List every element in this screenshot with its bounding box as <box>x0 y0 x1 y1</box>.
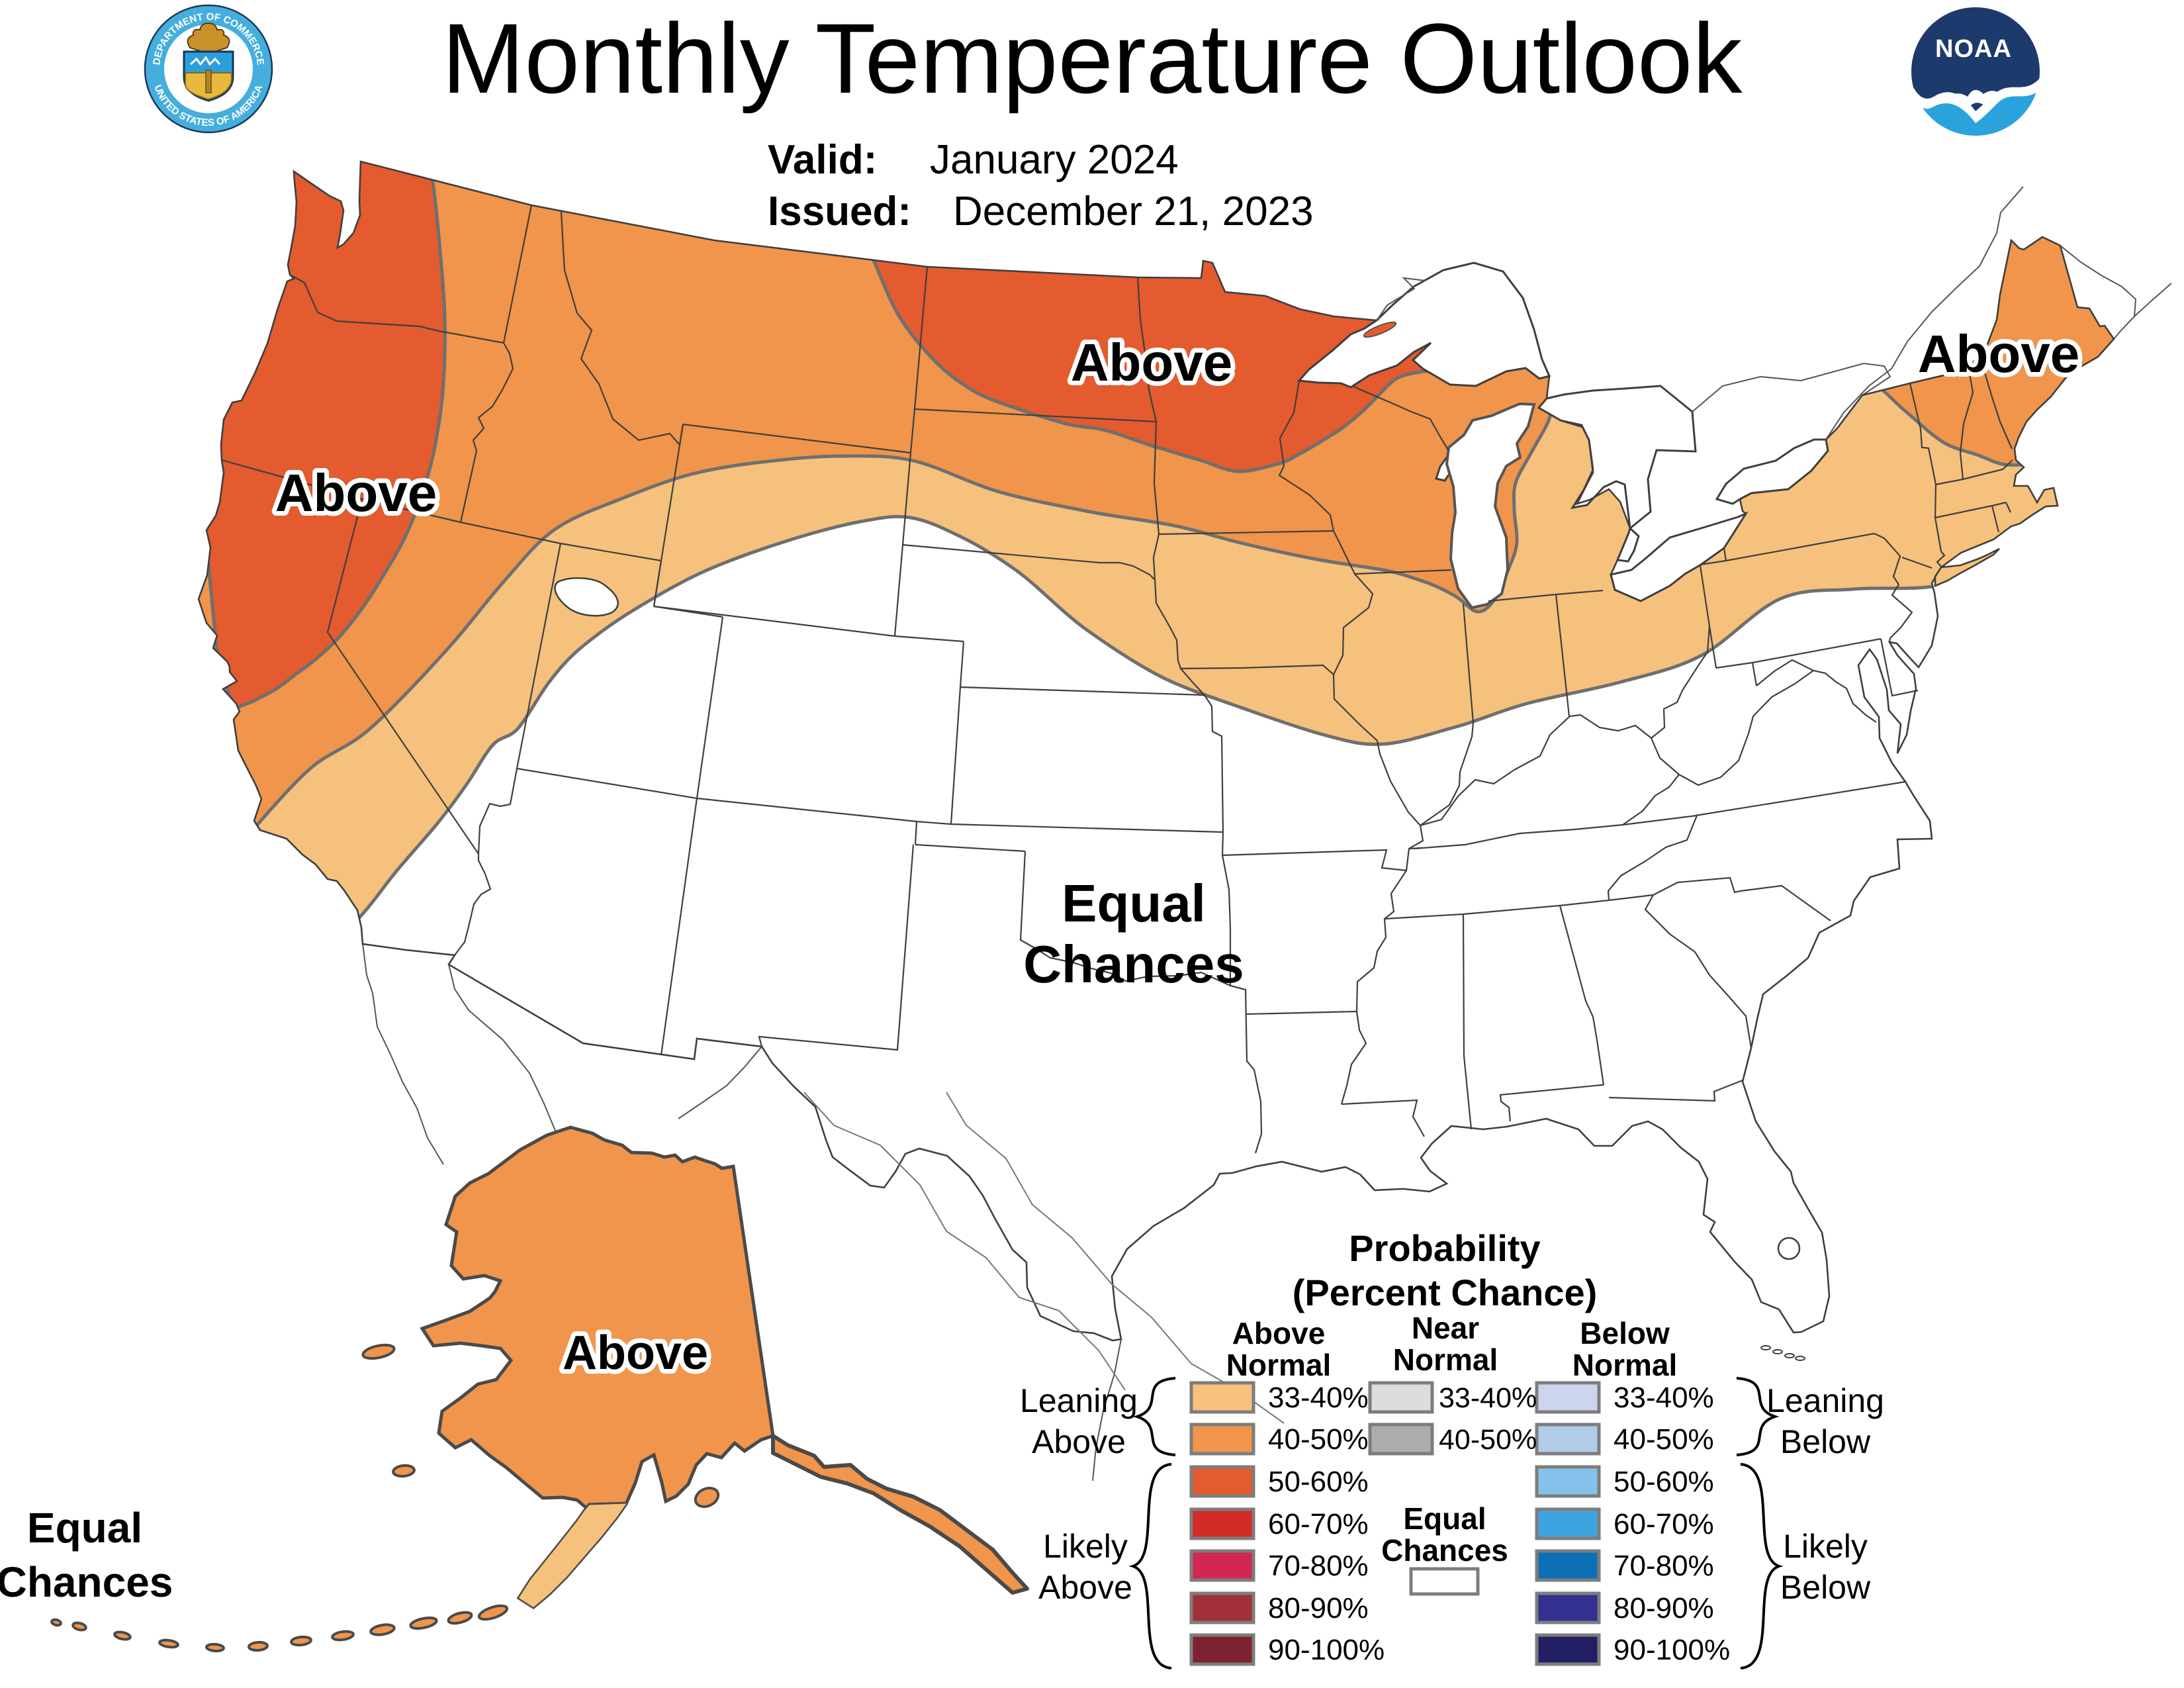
svg-text:Chances: Chances <box>1023 935 1244 994</box>
svg-text:90-100%: 90-100% <box>1614 1634 1730 1666</box>
svg-text:Leaning: Leaning <box>1766 1382 1884 1419</box>
svg-text:Above: Above <box>1032 1423 1126 1460</box>
svg-text:Above: Above <box>1918 324 2080 383</box>
svg-text:Above: Above <box>563 1327 708 1380</box>
svg-text:Equal: Equal <box>1062 874 1206 933</box>
svg-text:Equal: Equal <box>1403 1501 1486 1536</box>
svg-text:33-40%: 33-40% <box>1439 1382 1537 1414</box>
svg-text:Above: Above <box>563 1327 708 1380</box>
svg-text:50-60%: 50-60% <box>1614 1466 1714 1498</box>
svg-text:December 21, 2023: December 21, 2023 <box>953 189 1314 234</box>
svg-text:Chances: Chances <box>1381 1533 1508 1568</box>
svg-text:70-80%: 70-80% <box>1268 1550 1369 1582</box>
svg-text:Above: Above <box>1038 1569 1132 1606</box>
svg-text:Normal: Normal <box>1226 1348 1331 1382</box>
svg-text:70-80%: 70-80% <box>1614 1550 1714 1582</box>
svg-text:Above: Above <box>1071 333 1233 392</box>
svg-text:Above: Above <box>1918 324 2080 383</box>
svg-text:33-40%: 33-40% <box>1614 1382 1714 1414</box>
svg-text:Below: Below <box>1780 1423 1871 1460</box>
svg-text:90-100%: 90-100% <box>1268 1634 1385 1666</box>
svg-text:Leaning: Leaning <box>1020 1382 1138 1419</box>
svg-text:NOAA: NOAA <box>1935 35 2012 63</box>
svg-text:Probability: Probability <box>1349 1227 1540 1269</box>
svg-text:Normal: Normal <box>1572 1348 1677 1382</box>
svg-text:Near: Near <box>1412 1311 1479 1345</box>
svg-text:Likely: Likely <box>1783 1528 1868 1565</box>
svg-text:Above: Above <box>275 463 437 522</box>
svg-text:Chances: Chances <box>0 1558 173 1606</box>
svg-text:★: ★ <box>244 64 253 75</box>
svg-text:40-50%: 40-50% <box>1614 1423 1714 1456</box>
svg-text:★: ★ <box>163 64 172 75</box>
svg-text:33-40%: 33-40% <box>1268 1382 1369 1414</box>
svg-text:Above: Above <box>1232 1316 1326 1350</box>
svg-text:Above: Above <box>1071 333 1233 392</box>
svg-text:Monthly Temperature Outlook: Monthly Temperature Outlook <box>442 3 1743 114</box>
svg-text:80-90%: 80-90% <box>1268 1592 1369 1624</box>
svg-text:Below: Below <box>1580 1316 1670 1350</box>
svg-text:40-50%: 40-50% <box>1439 1424 1537 1456</box>
svg-text:Normal: Normal <box>1393 1342 1498 1377</box>
svg-text:(Percent Chance): (Percent Chance) <box>1293 1272 1598 1313</box>
svg-text:January 2024: January 2024 <box>930 137 1179 183</box>
svg-text:40-50%: 40-50% <box>1268 1423 1369 1456</box>
svg-text:Equal: Equal <box>27 1504 142 1552</box>
svg-text:80-90%: 80-90% <box>1614 1592 1714 1624</box>
svg-text:Valid:: Valid: <box>768 137 877 183</box>
svg-text:Above: Above <box>275 463 437 522</box>
svg-text:Likely: Likely <box>1043 1528 1128 1565</box>
svg-text:Issued:: Issued: <box>768 189 911 234</box>
svg-text:60-70%: 60-70% <box>1268 1508 1369 1540</box>
svg-text:Below: Below <box>1780 1569 1871 1606</box>
svg-text:60-70%: 60-70% <box>1614 1508 1714 1540</box>
svg-text:50-60%: 50-60% <box>1268 1466 1369 1498</box>
